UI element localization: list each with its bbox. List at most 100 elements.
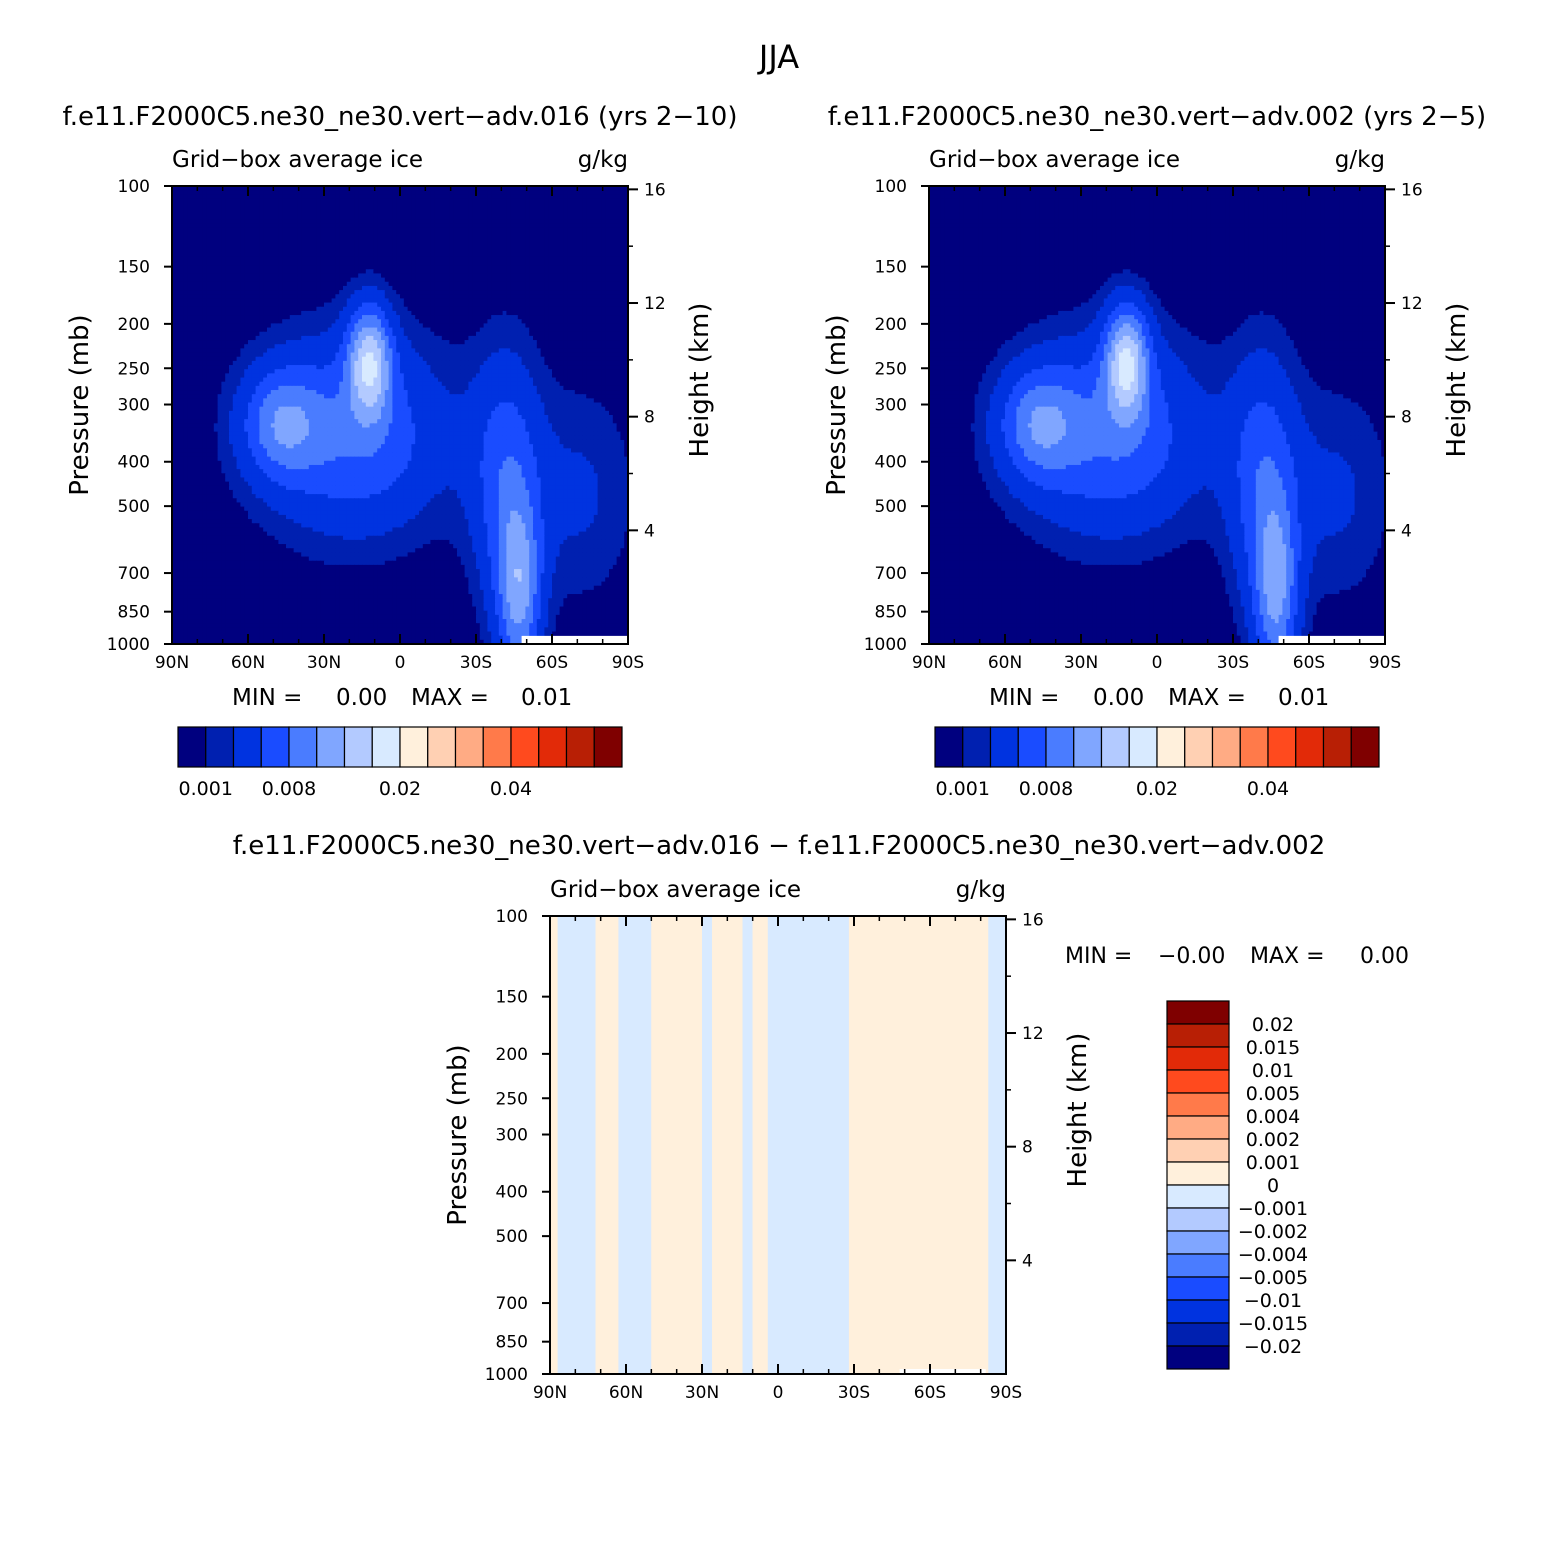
field-cell <box>194 194 200 200</box>
field-cell <box>187 277 192 283</box>
field-cell <box>517 186 523 191</box>
field-cell <box>331 319 336 324</box>
field-cell <box>422 285 428 291</box>
field-cell <box>445 219 450 225</box>
field-cell <box>483 327 488 333</box>
field-cell <box>297 335 302 341</box>
field-cell <box>605 306 610 312</box>
field-cell <box>229 348 234 354</box>
field-cell <box>312 190 317 195</box>
field-cell <box>354 210 359 216</box>
field-cell <box>555 240 561 245</box>
field-cell <box>460 186 466 191</box>
field-cell <box>244 273 249 279</box>
field-cell <box>365 252 371 258</box>
field-cell <box>498 323 504 329</box>
field-cell <box>396 298 401 304</box>
field-cell <box>601 244 606 250</box>
field-cell <box>392 348 397 354</box>
field-cell <box>441 277 447 283</box>
field-cell <box>517 281 523 287</box>
field-cell <box>616 315 621 320</box>
field-cell <box>571 273 576 279</box>
field-cell <box>510 190 515 195</box>
field-cell <box>590 223 595 229</box>
field-cell <box>479 202 485 208</box>
field-cell <box>582 319 587 324</box>
field-cell <box>381 306 386 312</box>
field-cell <box>487 223 492 229</box>
field-cell <box>194 215 200 220</box>
field-cell <box>563 194 568 200</box>
field-cell <box>502 327 507 333</box>
field-cell <box>540 352 545 358</box>
field-cell <box>586 210 591 216</box>
field-cell <box>502 244 507 250</box>
field-cell <box>388 265 393 270</box>
field-cell <box>548 260 553 266</box>
field-cell <box>567 277 572 283</box>
field-cell <box>289 256 295 262</box>
field-cell <box>179 231 184 237</box>
field-cell <box>255 290 260 295</box>
field-cell <box>335 319 340 324</box>
field-cell <box>236 273 241 279</box>
field-cell <box>491 202 496 208</box>
field-cell <box>517 190 523 195</box>
field-cell <box>624 219 628 225</box>
field-cell <box>221 198 226 204</box>
field-cell <box>263 194 268 200</box>
field-cell <box>320 277 325 283</box>
field-cell <box>286 235 291 241</box>
field-cell <box>354 252 359 258</box>
field-cell <box>605 273 610 279</box>
field-cell <box>308 198 314 204</box>
field-cell <box>468 285 473 291</box>
field-cell <box>624 306 628 312</box>
field-cell <box>479 244 485 250</box>
field-cell <box>194 285 200 291</box>
field-cell <box>434 265 439 270</box>
field-cell <box>365 210 371 216</box>
field-cell <box>255 327 260 333</box>
field-cell <box>544 244 549 250</box>
field-cell <box>400 194 405 200</box>
field-cell <box>438 265 443 270</box>
field-cell <box>445 327 450 333</box>
field-cell <box>282 277 287 283</box>
field-cell <box>232 302 238 308</box>
field-cell <box>498 302 504 308</box>
field-cell <box>206 302 211 308</box>
field-cell <box>590 294 595 300</box>
field-cell <box>354 265 359 270</box>
field-cell <box>259 281 264 287</box>
field-cell <box>460 335 466 341</box>
field-cell <box>529 290 534 295</box>
field-cell <box>320 319 325 324</box>
field-cell <box>305 235 310 241</box>
field-cell <box>555 265 561 270</box>
field-cell <box>521 306 526 312</box>
field-cell <box>487 290 492 295</box>
field-cell <box>445 302 450 308</box>
field-cell <box>438 323 443 329</box>
field-cell <box>601 231 606 237</box>
field-cell <box>479 340 485 345</box>
field-cell <box>616 235 621 241</box>
field-cell <box>601 219 606 225</box>
field-cell <box>210 186 215 191</box>
field-cell <box>320 344 325 349</box>
field-cell <box>422 294 428 300</box>
field-cell <box>597 210 602 216</box>
field-cell <box>574 190 580 195</box>
field-cell <box>616 260 621 266</box>
field-cell <box>536 327 542 333</box>
field-cell <box>605 260 610 266</box>
field-cell <box>225 219 230 225</box>
field-cell <box>217 269 222 275</box>
field-cell <box>578 256 583 262</box>
field-cell <box>510 223 515 229</box>
field-cell <box>210 231 215 237</box>
field-cell <box>552 194 557 200</box>
field-cell <box>533 227 538 233</box>
